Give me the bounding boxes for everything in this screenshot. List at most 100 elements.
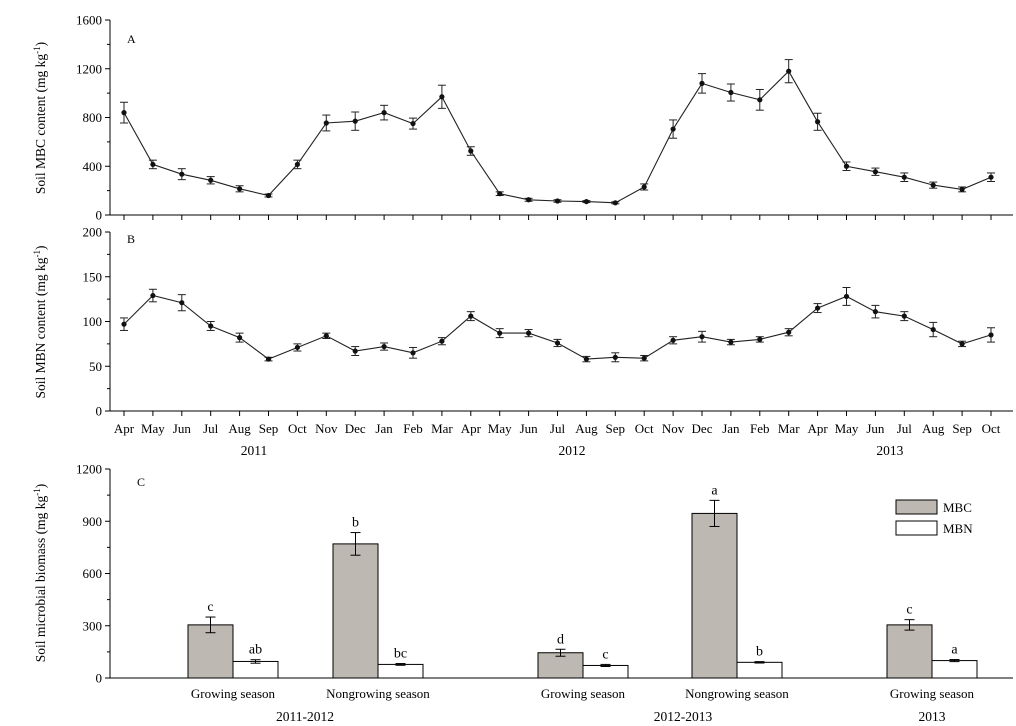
- panel-b-data-point: [526, 330, 532, 336]
- period-label: 2011-2012: [276, 709, 334, 724]
- panel-a-data-point: [265, 192, 272, 199]
- panel-a: 0 400 800 1200 1600 A Soil MBC content (mg kg-…: [32, 13, 1013, 223]
- month-label: Oct: [635, 421, 654, 436]
- legend: MBC MBN: [895, 499, 973, 536]
- panel-c: 0 300 600 900 1200 C Soil microbial biomass (m…: [32, 462, 1013, 724]
- panel-a-data-point: [410, 120, 416, 127]
- month-label: Aug: [575, 421, 598, 436]
- panel-b-y-tick-label: 150: [83, 269, 103, 284]
- panel-b-data-point: [237, 335, 243, 341]
- panel-b-data-point: [410, 350, 416, 356]
- panel-a-data-point: [150, 161, 156, 168]
- panel-a-data-point: [843, 163, 850, 169]
- panel-a-label: A: [127, 32, 136, 46]
- year-label: 2011: [241, 443, 268, 458]
- month-label: Jun: [520, 421, 539, 436]
- panel-a-data-point: [526, 197, 532, 203]
- panel-a-data-point: [554, 198, 561, 204]
- bar-mbn: [736, 661, 783, 679]
- panel-b-series-line: [123, 294, 992, 360]
- panel-b-data-point: [439, 338, 445, 344]
- panel-b-data-point: [468, 313, 474, 319]
- month-label: Oct: [982, 421, 1001, 436]
- month-label: Dec: [692, 421, 713, 436]
- month-label: Aug: [922, 421, 945, 436]
- panel-a-data-point: [901, 174, 907, 180]
- panel-b-data-point: [815, 305, 821, 311]
- panel-b-data-point: [757, 336, 763, 342]
- significance-letter: bc: [394, 647, 407, 662]
- month-label: May: [141, 421, 165, 436]
- month-label: Feb: [403, 421, 423, 436]
- panel-a-data-point: [786, 68, 792, 74]
- panel-b: 0 50 100 150 200 B Soil MBN content (mg kg-1) A…: [32, 225, 1013, 458]
- category-label: Growing season: [890, 686, 975, 701]
- panel-b-data-point: [150, 292, 156, 299]
- month-label: Jul: [203, 421, 219, 436]
- year-label: 2013: [876, 443, 903, 458]
- significance-letter: c: [602, 647, 608, 662]
- month-label: Mar: [431, 421, 453, 436]
- panel-a-data-point: [670, 126, 676, 132]
- month-label: Jul: [550, 421, 566, 436]
- significance-letter: d: [557, 632, 564, 647]
- month-label: Feb: [750, 421, 770, 436]
- panel-a-data-point: [237, 186, 243, 192]
- category-label: Growing season: [541, 686, 626, 701]
- month-label: Apr: [807, 421, 828, 436]
- panel-b-y-tick-label: 0: [96, 404, 103, 419]
- month-label: Jan: [722, 421, 740, 436]
- panel-c-y-tick-label: 300: [83, 618, 103, 633]
- panel-a-data-point: [497, 191, 503, 197]
- month-label: May: [835, 421, 859, 436]
- panel-a-data-point: [612, 200, 618, 206]
- panel-a-y-axis-title: Soil MBC content (mg kg-1): [32, 42, 48, 194]
- period-label: 2013: [919, 709, 946, 724]
- panel-c-y-tick-label: 0: [96, 671, 103, 686]
- panel-c-y-axis-title: Soil microbial biomass (mg kg-1): [32, 484, 48, 663]
- panel-b-data-point: [670, 337, 676, 343]
- month-label: Nov: [662, 421, 685, 436]
- panel-a-data-point: [468, 148, 474, 154]
- panel-a-data-point: [381, 110, 387, 116]
- panel-a-y-tick-label: 800: [83, 110, 103, 125]
- month-label: Jun: [866, 421, 885, 436]
- panel-a-data-point: [959, 186, 965, 193]
- panel-a-y-tick-label: 0: [96, 208, 103, 223]
- month-label: Apr: [461, 421, 482, 436]
- month-label: Aug: [228, 421, 251, 436]
- period-label: 2012-2013: [654, 709, 713, 724]
- panel-a-y-tick-label: 400: [83, 159, 103, 174]
- panel-b-data-point: [988, 332, 994, 338]
- panel-a-data-point: [352, 118, 358, 124]
- panel-b-y-tick-label: 50: [89, 359, 102, 374]
- panel-b-y-tick-label: 200: [83, 225, 103, 240]
- panel-b-data-point: [872, 309, 879, 315]
- significance-letter: c: [207, 600, 213, 615]
- panel-a-data-point: [757, 97, 763, 103]
- panel-c-label: C: [137, 475, 145, 489]
- significance-letter: b: [756, 645, 763, 660]
- month-label: Dec: [345, 421, 366, 436]
- panel-b-data-point: [901, 313, 907, 319]
- bar-mbn: [377, 663, 424, 679]
- panel-a-data-point: [583, 198, 590, 205]
- panel-a-data-point: [121, 110, 127, 116]
- category-label: Nongrowing season: [326, 686, 430, 701]
- panel-a-series-line: [123, 70, 992, 204]
- panel-b-data-point: [352, 348, 358, 354]
- bar-mbn: [931, 660, 978, 679]
- panel-b-data-point: [699, 334, 705, 340]
- month-label: Sep: [606, 421, 626, 436]
- panel-b-data-point: [930, 326, 936, 333]
- significance-letter: ab: [249, 643, 262, 658]
- month-label: Jun: [173, 421, 192, 436]
- panel-b-data-point: [959, 341, 965, 347]
- bar-mbc: [537, 652, 584, 679]
- significance-letter: a: [711, 483, 718, 498]
- panel-a-y-tick-label: 1600: [76, 13, 102, 28]
- panel-a-data-point: [179, 171, 185, 177]
- panel-a-data-point: [208, 177, 214, 183]
- panel-b-data-point: [179, 300, 185, 306]
- panel-b-data-point: [786, 329, 792, 335]
